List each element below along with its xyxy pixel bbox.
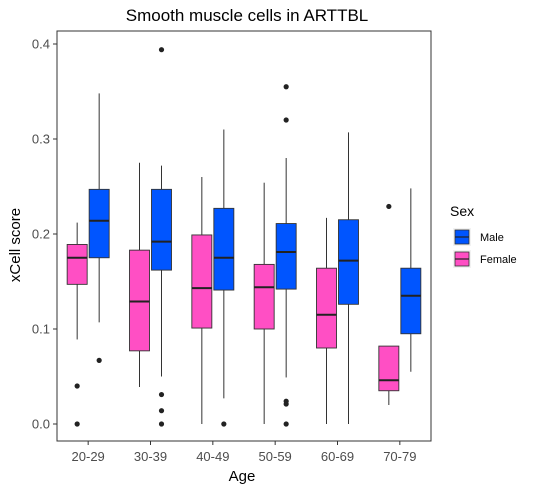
box-male-40-49: [213, 129, 235, 427]
box-male-50-59: [275, 84, 297, 427]
box-iqr: [88, 188, 110, 259]
x-tick-label: 20-29: [72, 449, 105, 464]
box-iqr: [275, 223, 297, 290]
y-tick-label: 0.4: [32, 37, 50, 52]
box-female-70-79: [378, 203, 400, 405]
box-iqr: [151, 188, 172, 271]
outlier-point: [158, 408, 165, 414]
outlier-point: [221, 421, 227, 427]
x-axis: 20-29 30-39 40-49 50-59 60-69 70-79: [72, 441, 416, 464]
y-tick-label: 0.1: [32, 322, 50, 337]
box-iqr: [378, 345, 400, 392]
plot-panel: [56, 30, 432, 442]
box-female-30-39: [129, 162, 150, 387]
outlier-point: [74, 421, 80, 427]
legend-label-female: Female: [480, 254, 517, 266]
box-iqr: [191, 234, 213, 329]
box-iqr: [213, 207, 235, 291]
outlier-point: [283, 84, 289, 90]
box-iqr: [316, 267, 337, 349]
outlier-point: [283, 117, 289, 123]
box-female-50-59: [253, 182, 275, 424]
y-tick-label: 0.2: [32, 227, 50, 242]
chart-title: Smooth muscle cells in ARTTBL: [126, 6, 369, 25]
x-tick-label: 40-49: [196, 449, 229, 464]
y-axis: 0.0 0.1 0.2 0.3 0.4: [32, 37, 57, 432]
y-tick-label: 0.3: [32, 132, 50, 147]
legend-title: Sex: [450, 203, 474, 219]
y-tick-label: 0.0: [32, 417, 50, 432]
legend-label-male: Male: [480, 232, 504, 244]
x-tick-label: 30-39: [134, 449, 167, 464]
outlier-point: [283, 401, 289, 407]
outlier-point: [96, 357, 102, 363]
box-female-60-69: [316, 217, 337, 424]
outlier-point: [283, 421, 289, 427]
outlier-point: [74, 383, 80, 389]
outlier-point: [158, 47, 165, 53]
box-male-20-29: [88, 93, 110, 363]
box-male-70-79: [400, 188, 422, 372]
box-iqr: [338, 219, 359, 305]
box-iqr: [66, 243, 88, 285]
y-axis-title: xCell score: [7, 208, 24, 282]
x-tick-label: 70-79: [383, 449, 416, 464]
box-layer: [66, 47, 422, 427]
box-iqr: [400, 267, 422, 335]
box-male-60-69: [338, 132, 359, 424]
x-tick-label: 60-69: [321, 449, 354, 464]
outlier-point: [386, 203, 392, 210]
legend: Sex Male Female: [450, 203, 517, 268]
outlier-point: [158, 421, 165, 427]
box-female-40-49: [191, 177, 213, 424]
outlier-point: [158, 391, 165, 398]
box-female-20-29: [66, 222, 88, 427]
box-iqr: [253, 263, 275, 330]
x-axis-title: Age: [229, 468, 256, 485]
x-tick-label: 50-59: [259, 449, 292, 464]
box-male-30-39: [151, 47, 172, 427]
